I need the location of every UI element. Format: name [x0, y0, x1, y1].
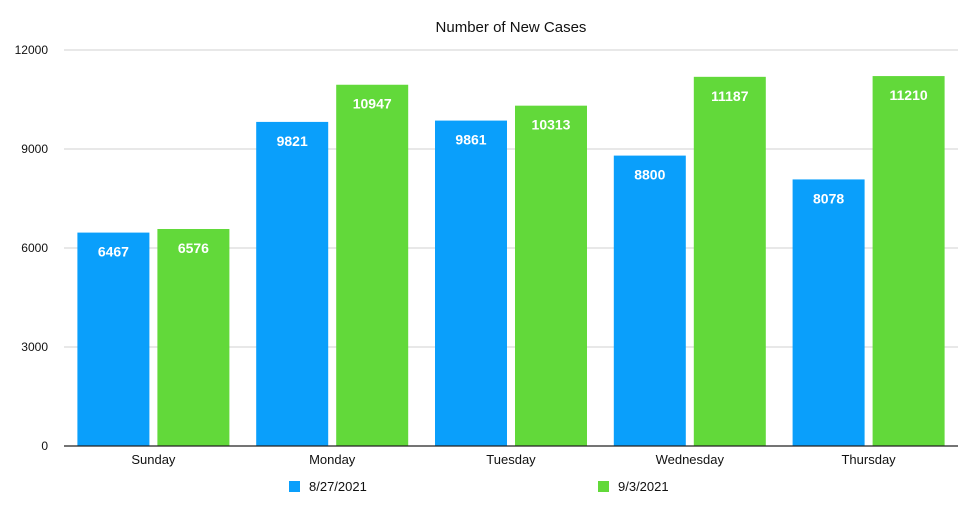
legend-label: 8/27/2021 [309, 479, 367, 494]
x-axis: Sunday Monday Tuesday Wednesday Thursday [64, 445, 958, 467]
data-label: 11187 [711, 88, 749, 104]
legend-label: 9/3/2021 [618, 479, 669, 494]
legend-swatch [598, 481, 609, 492]
x-tick-label: Thursday [841, 452, 896, 467]
y-tick-label: 0 [41, 439, 48, 453]
legend: 8/27/2021 9/3/2021 [289, 479, 669, 494]
chart-title: Number of New Cases [436, 19, 587, 36]
data-label: 8078 [813, 190, 844, 206]
y-tick-label: 12000 [15, 43, 49, 57]
data-label: 6467 [98, 244, 129, 260]
bars: 6467 6576 9821 10947 9861 10313 8800 11187 8078 1… [77, 76, 945, 447]
data-label: 10313 [532, 117, 571, 133]
data-label: 9861 [455, 132, 486, 148]
data-label: 6576 [178, 240, 209, 256]
bar [256, 121, 329, 447]
x-tick-label: Tuesday [486, 452, 536, 467]
bar [792, 179, 865, 446]
data-label: 9821 [277, 133, 308, 149]
x-tick-label: Wednesday [656, 452, 725, 467]
bar [515, 105, 587, 447]
bar [693, 76, 766, 446]
bar [872, 76, 945, 446]
y-tick-label: 9000 [21, 142, 48, 156]
bar [613, 155, 686, 446]
y-axis: 0 3000 6000 9000 12000 [15, 43, 49, 453]
bar [435, 120, 507, 446]
data-label: 11210 [890, 87, 928, 103]
bar [77, 232, 150, 446]
legend-swatch [289, 481, 300, 492]
bar [157, 228, 230, 446]
y-tick-label: 6000 [21, 241, 48, 255]
y-tick-label: 3000 [21, 340, 48, 354]
data-label: 10947 [353, 96, 392, 112]
data-label: 8800 [634, 167, 665, 183]
x-tick-label: Monday [309, 452, 356, 467]
x-tick-label: Sunday [131, 452, 176, 467]
bar [336, 84, 409, 447]
